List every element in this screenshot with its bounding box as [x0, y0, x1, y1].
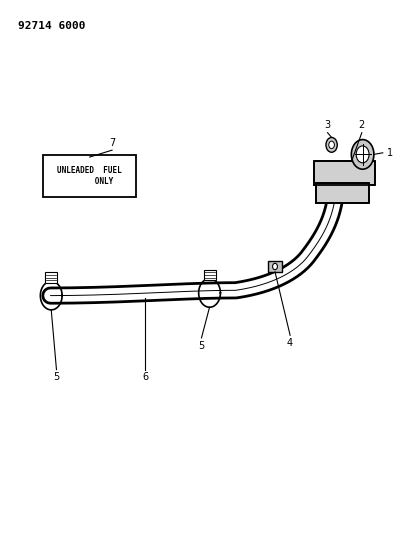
Text: 5: 5 — [198, 341, 205, 351]
Circle shape — [351, 140, 374, 169]
Text: 4: 4 — [287, 338, 293, 348]
Circle shape — [326, 138, 337, 152]
Bar — [204, 270, 216, 280]
Circle shape — [356, 146, 369, 163]
Text: 7: 7 — [109, 138, 115, 148]
Text: UNLEADED  FUEL
      ONLY: UNLEADED FUEL ONLY — [57, 166, 122, 186]
Bar — [45, 272, 57, 283]
Text: 1: 1 — [387, 148, 393, 158]
Circle shape — [273, 263, 278, 270]
Polygon shape — [314, 161, 375, 184]
Text: 92714 6000: 92714 6000 — [18, 21, 86, 30]
Text: 5: 5 — [53, 372, 59, 382]
Text: 6: 6 — [142, 372, 148, 382]
Polygon shape — [268, 261, 282, 272]
Polygon shape — [316, 183, 369, 203]
Text: 2: 2 — [359, 120, 365, 130]
FancyBboxPatch shape — [43, 156, 136, 197]
Circle shape — [329, 141, 335, 149]
Text: 3: 3 — [324, 120, 330, 130]
